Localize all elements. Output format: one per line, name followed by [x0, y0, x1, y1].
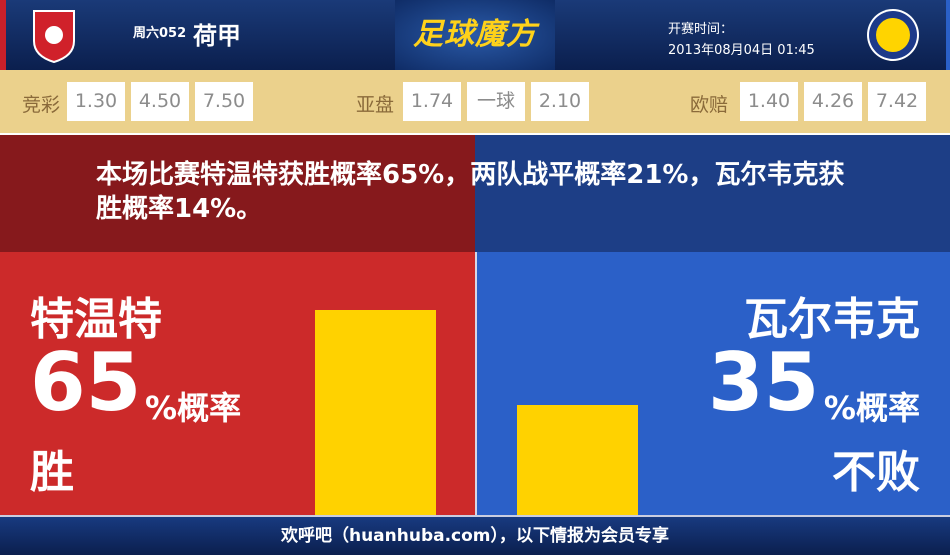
footer-banner[interactable]: 欢呼吧（huanhuba.com），以下情报为会员专享	[0, 515, 950, 555]
home-outcome: 胜	[30, 447, 74, 498]
jc-odd: 1.30	[67, 82, 125, 121]
summary-bg-away	[475, 135, 950, 252]
home-team-name: 特温特	[30, 294, 162, 345]
league-name: 荷甲	[193, 22, 241, 50]
asian-label: 亚盘	[356, 94, 395, 116]
away-percent-suffix: %概率	[823, 389, 920, 427]
match-number: 周六052	[133, 26, 187, 41]
jc-odd: 7.50	[195, 82, 253, 121]
euro-odd: 4.26	[804, 82, 862, 121]
away-team-name: 瓦尔韦克	[744, 294, 920, 345]
asian-odd: 1.74	[403, 82, 461, 121]
kickoff-time: 2013年08月04日 01:45	[668, 43, 815, 58]
jc-label: 竞彩	[22, 94, 61, 116]
away-probability-bar	[517, 404, 638, 515]
euro-label: 欧赔	[690, 94, 729, 116]
jc-odd: 4.50	[131, 82, 189, 121]
asian-handicap: 一球	[467, 82, 525, 121]
brand-logo: 足球魔方	[395, 0, 555, 70]
summary-bg-home	[0, 135, 475, 252]
rkc-waalwijk-crest-icon	[867, 9, 919, 61]
asian-odd: 2.10	[531, 82, 589, 121]
home-percent: 65	[30, 336, 142, 429]
away-outcome: 不败	[832, 447, 920, 498]
brand-text: 足球魔方	[413, 17, 537, 52]
kickoff-label: 开赛时间：	[668, 22, 734, 37]
odds-bar: 竞彩 1.30 4.50 7.50 亚盘 1.74 一球 2.10 欧赔 1.4…	[0, 70, 950, 133]
fc-twente-crest-icon	[33, 10, 75, 63]
euro-odd: 7.42	[868, 82, 926, 121]
home-percent-suffix: %概率	[145, 389, 242, 427]
home-probability-bar	[315, 310, 436, 515]
euro-odd: 1.40	[740, 82, 798, 121]
away-percent: 35	[708, 336, 820, 429]
prediction-summary: 本场比赛特温特获胜概率65%，两队战平概率21%，瓦尔韦克获胜概率14%。	[96, 160, 845, 224]
